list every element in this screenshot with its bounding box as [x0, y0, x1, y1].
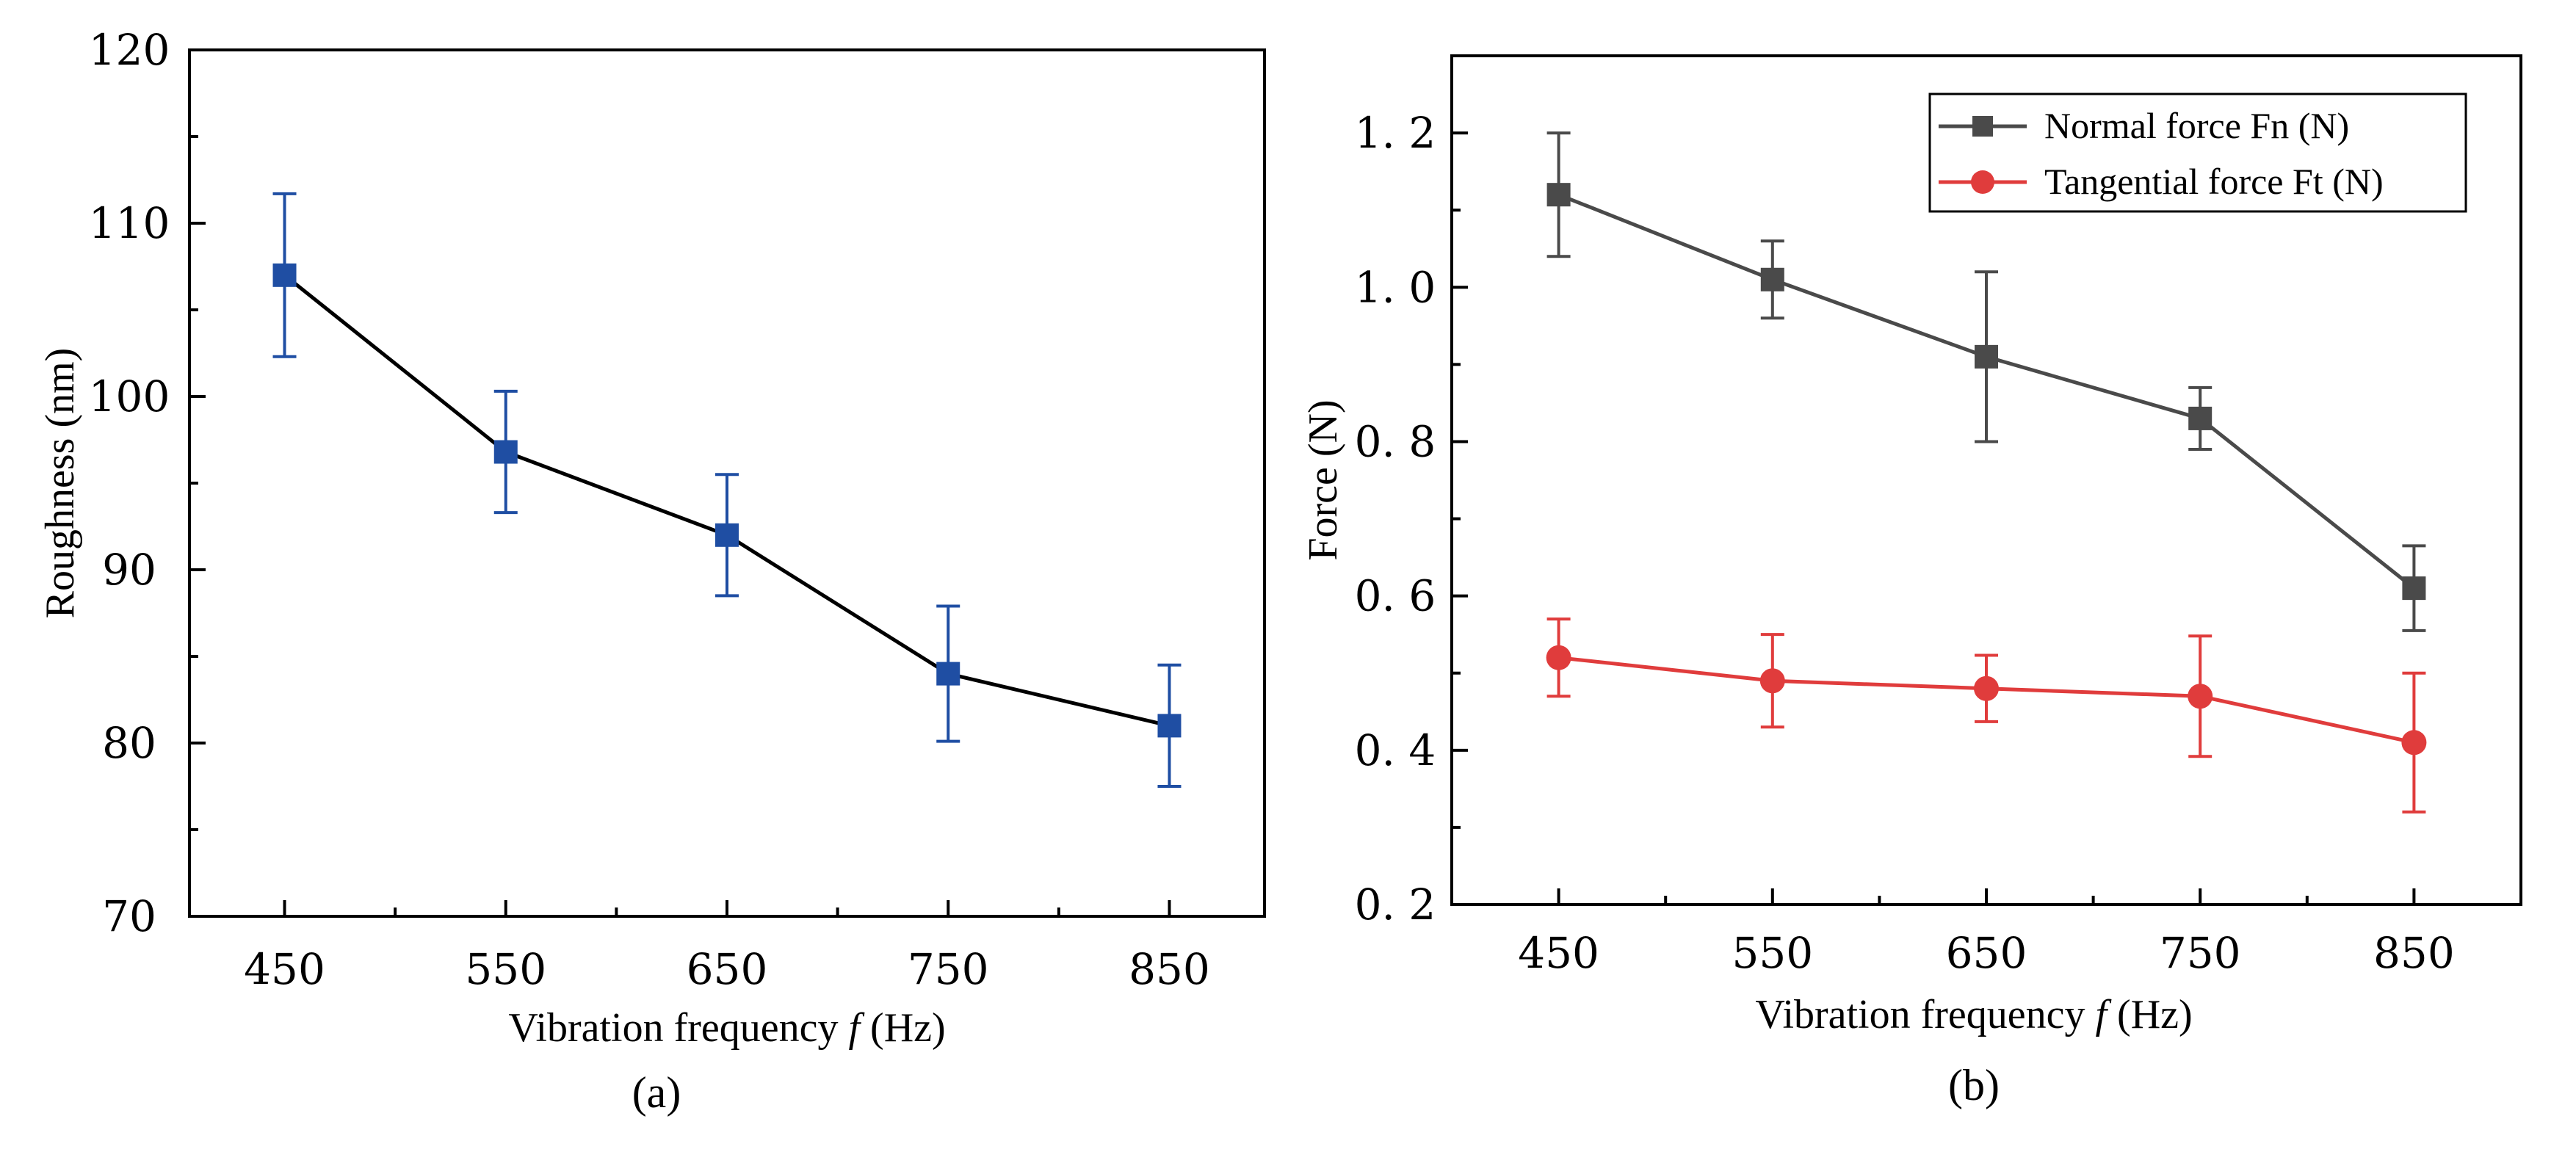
legend-label-normal: Normal force Fn (N) — [2044, 105, 2349, 146]
x-tick-label-a: 750 — [908, 944, 989, 994]
x-tick-label-b: 850 — [2373, 928, 2455, 978]
y-tick-label-a: 80 — [102, 718, 156, 768]
data-point-b-0 — [2188, 406, 2213, 430]
panel-label-a: (a) — [632, 1068, 681, 1117]
data-point-b-1 — [1759, 668, 1785, 694]
y-tick-label-b: 0. 2 — [1355, 880, 1436, 930]
data-point-b-0 — [2402, 576, 2426, 601]
chart-panel-a: 70 80 90 100 110 120 450 550 650 750 850 Roughnes… — [37, 25, 1266, 1117]
data-point-b-0 — [1760, 267, 1784, 291]
data-point-a-0 — [936, 662, 960, 686]
data-point-b-1 — [1546, 645, 1571, 670]
x-tick-label-a: 450 — [244, 944, 325, 994]
x-tick-label-a: 850 — [1129, 944, 1210, 994]
y-tick-label-a: 120 — [89, 25, 170, 75]
x-tick-label-b: 550 — [1732, 928, 1813, 978]
y-tick-label-b: 1. 2 — [1355, 108, 1436, 158]
y-axis-title-b: Force (N) — [1300, 399, 1346, 560]
legend-label-tangential: Tangential force Ft (N) — [2044, 161, 2384, 202]
y-tick-label-b: 1. 0 — [1355, 262, 1436, 312]
x-tick-label-a: 650 — [687, 944, 768, 994]
x-tick-label-b: 750 — [2160, 928, 2241, 978]
legend-box — [1928, 93, 2467, 213]
y-tick-label-b: 0. 6 — [1355, 571, 1436, 621]
x-axis-title-b: Vibration frequency f (Hz) — [1755, 992, 2192, 1037]
legend-marker-normal — [1972, 116, 1993, 137]
y-tick-label-a: 90 — [102, 545, 156, 595]
x-axis-title-a: Vibration frequency f (Hz) — [508, 1005, 945, 1051]
data-point-b-1 — [2188, 684, 2213, 709]
panel-label-b: (b) — [1948, 1061, 2000, 1109]
data-point-a-0 — [715, 523, 739, 547]
data-point-b-1 — [2401, 730, 2427, 756]
y-tick-label-b: 0. 4 — [1355, 725, 1436, 775]
data-point-a-0 — [1157, 714, 1182, 738]
y-tick-label-a: 70 — [102, 891, 156, 941]
y-tick-label-a: 110 — [89, 198, 170, 248]
x-tick-label-b: 450 — [1518, 928, 1599, 978]
data-point-b-0 — [1975, 344, 1998, 369]
legend-marker-tangential — [1971, 170, 1994, 194]
y-tick-label-a: 100 — [89, 372, 170, 421]
y-tick-label-b: 0. 8 — [1355, 416, 1436, 466]
data-point-b-1 — [1974, 675, 1999, 701]
y-axis-title-a: Roughness (nm) — [37, 348, 83, 619]
data-point-a-0 — [272, 263, 297, 287]
x-tick-label-b: 650 — [1946, 928, 2027, 978]
legend: Normal force Fn (N) Tangential force Ft … — [1928, 93, 2467, 213]
x-tick-label-a: 550 — [465, 944, 546, 994]
data-point-a-0 — [493, 440, 518, 464]
chart-panel-b: 0. 2 0. 4 0. 6 0. 8 1. 0 1. 2 450 550 650 750 850… — [1300, 54, 2522, 1109]
data-point-b-0 — [1546, 183, 1571, 207]
